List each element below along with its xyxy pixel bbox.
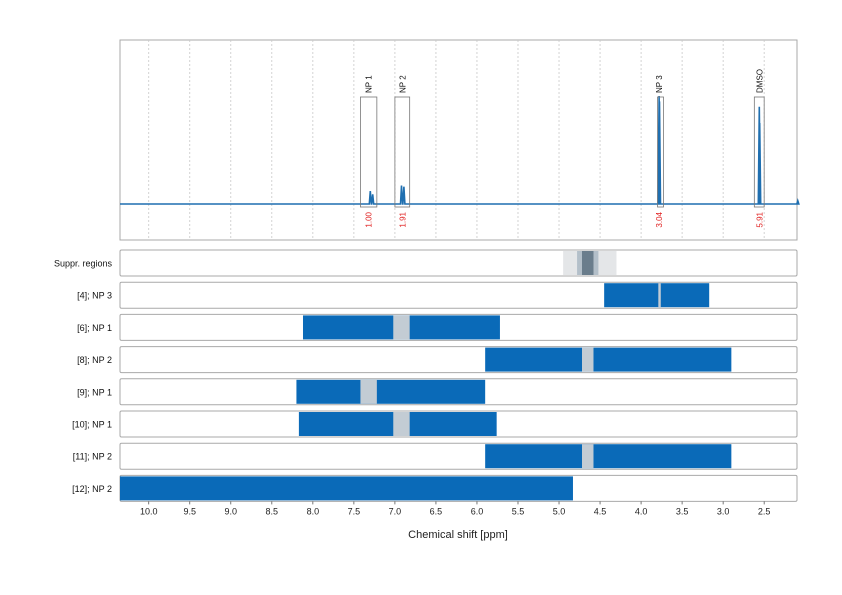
x-axis-label: Chemical shift [ppm] (408, 529, 508, 541)
x-tick-label: 3.5 (676, 506, 689, 516)
x-tick-label: 6.0 (471, 506, 484, 516)
spectrum-line (120, 95, 800, 205)
region-rows-panel: Suppr. regions [4]; NP 3 [6]; NP 1 [8]; NP … (54, 249, 798, 502)
x-axis: 10.0 9.5 9.0 8.5 8.0 7.5 7.0 6.5 6.0 5.5 5.0 4.5 4.0… (140, 501, 770, 516)
region-gap (360, 379, 377, 404)
x-tick-label: 5.5 (512, 506, 525, 516)
x-tick-label: 10.0 (140, 506, 158, 516)
x-tick-label: 2.5 (758, 506, 771, 516)
integral-value: 1.00 (365, 211, 374, 227)
region-gap (582, 444, 594, 469)
annotation-label: NP 2 (398, 75, 407, 93)
x-tick-label: 4.5 (594, 506, 607, 516)
annotation-box (753, 96, 765, 208)
region-row-frame (119, 249, 798, 277)
suppression-band (582, 251, 594, 275)
region-row: [8]; NP 2 (77, 346, 798, 374)
annotation-label: NP 1 (365, 75, 374, 93)
spectrum-frame (119, 39, 798, 241)
region-row-label: [4]; NP 3 (77, 291, 112, 301)
region-gap (393, 412, 410, 436)
spectrum-panel: NP 1 1.00 NP 2 1.91 NP 3 3.04 DMSO 5.91 (119, 39, 800, 241)
region-segment (296, 379, 486, 404)
x-tick-label: 9.0 (225, 506, 238, 516)
region-row-label: [9]; NP 1 (77, 387, 112, 397)
region-row-label: [6]; NP 1 (77, 323, 112, 333)
integral-value: 3.04 (655, 211, 664, 227)
x-tick-label: 4.0 (635, 506, 648, 516)
x-tick-label: 8.0 (307, 506, 320, 516)
x-tick-label: 7.5 (348, 506, 361, 516)
region-gap (393, 315, 410, 340)
annotation-box (394, 96, 411, 208)
region-segment (485, 444, 732, 469)
region-row: [4]; NP 3 (77, 281, 798, 309)
annotation-box (657, 96, 664, 208)
x-tick-label: 5.0 (553, 506, 566, 516)
region-row-label: [12]; NP 2 (72, 484, 112, 494)
annotation-box (360, 96, 378, 208)
region-gap (582, 347, 594, 372)
region-row-label: [11]; NP 2 (73, 452, 112, 462)
region-row: [10]; NP 1 (72, 410, 798, 438)
integral-value: 5.91 (755, 211, 764, 227)
region-row: [6]; NP 1 (77, 313, 798, 341)
region-row: [9]; NP 1 (77, 378, 798, 406)
region-row: [12]; NP 2 (72, 474, 798, 502)
x-tick-label: 3.0 (717, 506, 730, 516)
region-row: Suppr. regions (54, 249, 798, 277)
x-tick-label: 6.5 (430, 506, 443, 516)
region-row: [11]; NP 2 (73, 442, 798, 470)
region-row-label: Suppr. regions (54, 259, 113, 269)
region-segment (120, 476, 573, 501)
region-gap (658, 283, 661, 308)
x-tick-label: 8.5 (266, 506, 279, 516)
region-row-label: [10]; NP 1 (72, 420, 112, 430)
region-segment (604, 283, 710, 308)
x-tick-label: 9.5 (183, 506, 196, 516)
x-tick-label: 7.0 (389, 506, 402, 516)
annotation-label: DMSO (755, 69, 764, 93)
region-row-label: [8]; NP 2 (77, 355, 112, 365)
region-segment (485, 347, 732, 372)
integral-value: 1.91 (398, 211, 407, 227)
annotation-label: NP 3 (655, 75, 664, 93)
